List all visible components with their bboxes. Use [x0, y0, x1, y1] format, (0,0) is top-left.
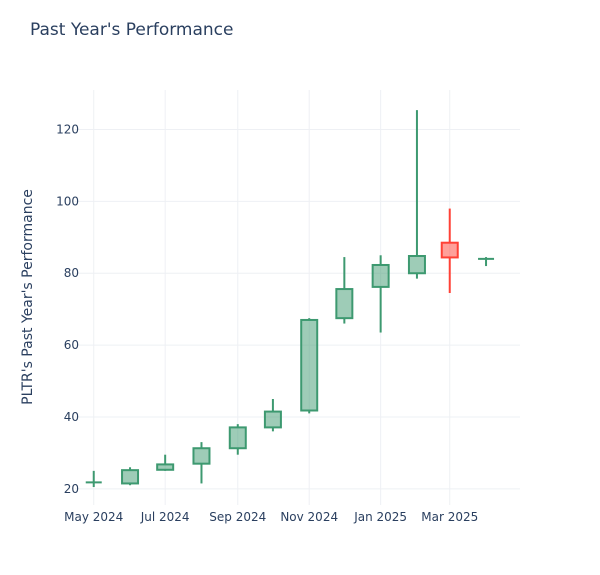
chart-title: Past Year's Performance — [30, 20, 234, 40]
x-tick-label: May 2024 — [64, 510, 123, 524]
y-tick-label: 60 — [64, 338, 79, 352]
y-axis-ticks: 20 40 60 80 100 120 — [56, 123, 79, 496]
candle-body — [440, 241, 459, 259]
y-tick-label: 40 — [64, 410, 79, 424]
candle-increasing — [407, 110, 426, 279]
y-tick-label: 120 — [56, 123, 79, 137]
x-tick-label: Jul 2024 — [140, 510, 190, 524]
candle-body — [228, 426, 247, 450]
x-tick-label: Jan 2025 — [353, 510, 407, 524]
candle-increasing — [192, 442, 211, 484]
candle-increasing — [300, 318, 319, 414]
candle-body — [335, 288, 354, 320]
candle-body — [121, 469, 140, 485]
grid-lines — [75, 90, 520, 505]
x-tick-label: Mar 2025 — [421, 510, 478, 524]
candle-body — [407, 255, 426, 275]
candle-body — [192, 447, 211, 465]
x-axis-ticks: May 2024 Jul 2024 Sep 2024 Nov 2024 Jan 2025… — [64, 510, 478, 524]
candle-body — [263, 410, 282, 429]
candle-increasing — [121, 467, 140, 486]
y-tick-label: 80 — [64, 266, 79, 280]
x-tick-label: Nov 2024 — [280, 510, 338, 524]
candle-body — [300, 318, 319, 412]
candles — [85, 110, 495, 488]
candle-body — [156, 463, 175, 471]
y-axis-label: PLTR's Past Year's Performance — [20, 189, 36, 405]
candle-increasing — [371, 255, 390, 333]
candle-body — [371, 263, 390, 288]
candle-increasing — [228, 424, 247, 455]
candle-increasing — [263, 399, 282, 432]
y-tick-label: 20 — [64, 482, 79, 496]
candle-increasing — [335, 257, 354, 324]
y-tick-label: 100 — [56, 194, 79, 208]
candle-increasing — [85, 470, 102, 488]
candle-increasing — [156, 454, 175, 471]
candle-increasing — [478, 257, 495, 267]
x-tick-label: Sep 2024 — [209, 510, 266, 524]
candle-decreasing — [440, 208, 459, 294]
